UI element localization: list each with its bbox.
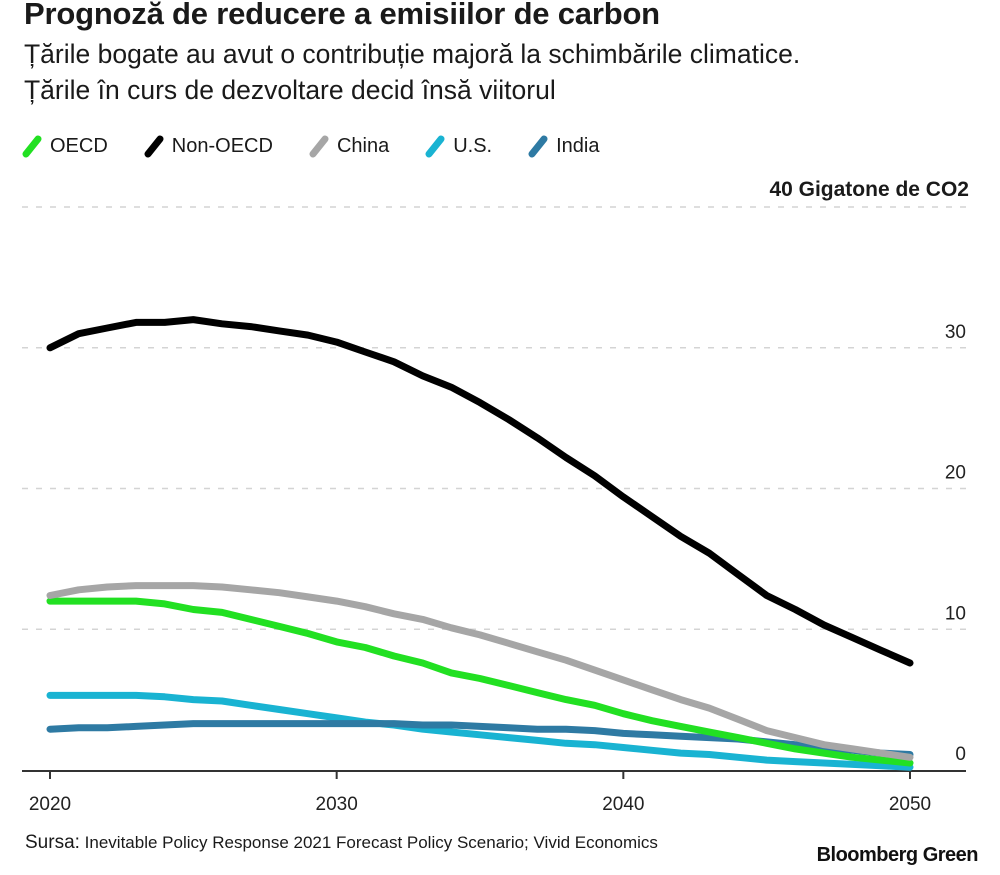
subtitle-line-2: Țările în curs de dezvoltare decid însă … — [24, 75, 556, 105]
x-tick-label-2030: 2030 — [316, 794, 358, 815]
legend: OECD Non-OECD China U.S. India — [22, 134, 635, 158]
legend-item-china: China — [309, 134, 389, 158]
y-tick-label-0: 0 — [955, 744, 966, 765]
y-tick-label-10: 10 — [945, 603, 966, 624]
x-tick-label-2050: 2050 — [889, 794, 931, 815]
chart-title: Prognoză de reducere a emisiilor de carb… — [24, 0, 660, 31]
legend-label-non-oecd: Non-OECD — [171, 134, 273, 157]
source-prefix: Sursa: — [25, 832, 80, 853]
x-axis: 2020 2030 2040 2050 — [22, 770, 966, 815]
legend-swatch-non-oecd — [144, 135, 164, 158]
y-axis-unit-label: 40 Gigatone de CO2 — [769, 178, 969, 201]
legend-item-us: U.S. — [425, 134, 492, 158]
series-line-china — [46, 582, 914, 761]
legend-label-oecd: OECD — [50, 134, 108, 157]
y-axis-tick-labels: 0 10 20 30 — [945, 322, 966, 765]
legend-swatch-china — [309, 135, 329, 158]
series-line-oecd — [46, 597, 914, 767]
series-line-u-s — [46, 691, 914, 771]
legend-swatch-oecd — [22, 135, 42, 158]
source-text: Inevitable Policy Response 2021 Forecast… — [84, 833, 658, 852]
legend-label-china: China — [336, 134, 390, 157]
series-lines — [46, 316, 914, 771]
chart-subtitle: Țările bogate au avut o contribuție majo… — [24, 36, 1000, 108]
legend-swatch-us — [425, 135, 445, 158]
legend-item-india: India — [528, 134, 599, 158]
gridlines — [22, 206, 968, 630]
series-line-india — [46, 720, 914, 758]
x-tick-label-2040: 2040 — [602, 794, 644, 815]
source-note: Sursa: Inevitable Policy Response 2021 F… — [25, 832, 658, 854]
legend-swatch-india — [528, 135, 548, 158]
series-line-non-oecd — [46, 316, 914, 667]
legend-item-non-oecd: Non-OECD — [144, 134, 273, 158]
legend-item-oecd: OECD — [22, 134, 108, 158]
legend-label-india: India — [556, 134, 600, 157]
legend-label-us: U.S. — [453, 134, 493, 157]
y-tick-label-30: 30 — [945, 322, 966, 343]
x-tick-label-2020: 2020 — [29, 794, 71, 815]
subtitle-line-1: Țările bogate au avut o contribuție majo… — [24, 39, 801, 69]
brand-logo: Bloomberg Green — [816, 844, 979, 866]
y-tick-label-20: 20 — [945, 463, 966, 484]
